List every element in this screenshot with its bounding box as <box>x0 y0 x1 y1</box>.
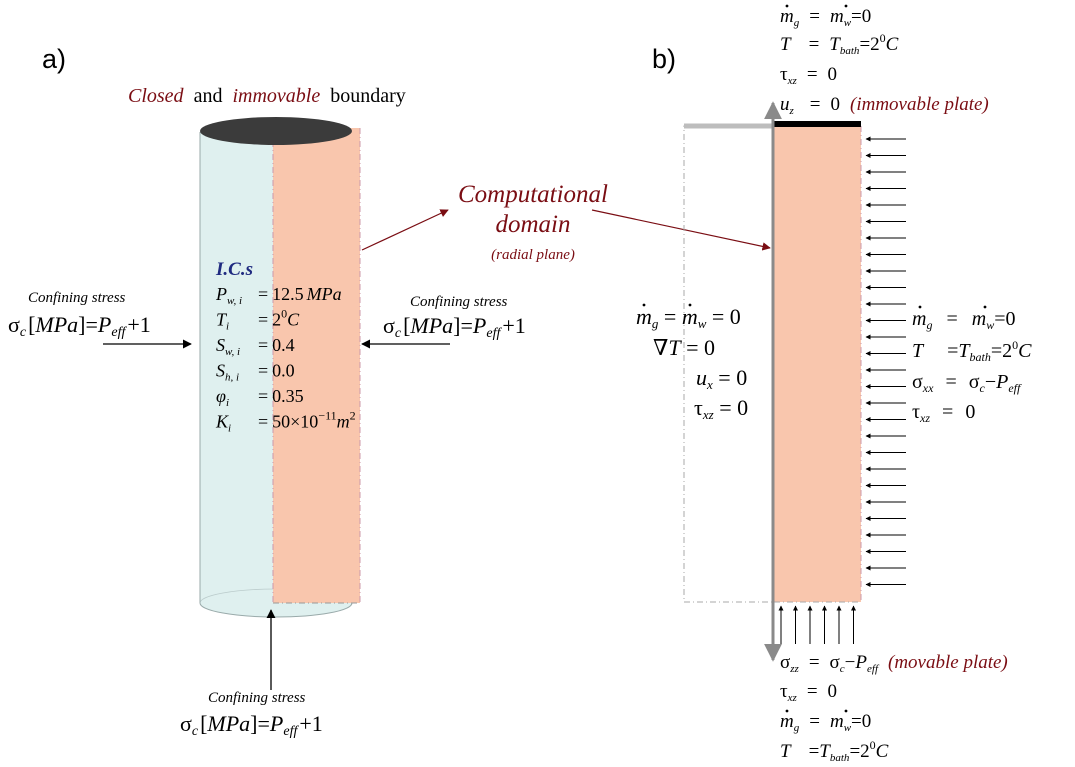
bc-left-mass: mg​ = mw​ = 0 <box>636 304 741 331</box>
computational-domain-title-1: Computational <box>458 181 608 208</box>
immovable-word: immovable <box>232 85 320 107</box>
cylinder-bottom-front <box>199 602 353 618</box>
bc-top: mg​=mw​=0T=Tbath​=20​C τxz​=0 uz​=0(immova… <box>780 4 989 117</box>
panel-a-label: a) <box>42 44 66 74</box>
bc-bottom-temperature: T=Tbath​=20​C <box>780 738 889 764</box>
confining-formula-text: σc​[MPa]=Peff​+1 <box>8 312 151 340</box>
bc-right-mass: mg​=mw​=0 <box>912 308 1015 332</box>
bc-top-mass: mg​=mw​=0 <box>780 6 871 29</box>
cylinder <box>199 117 361 618</box>
time-derivative-dot <box>844 4 848 8</box>
confining-stress-label-right: Confining stress <box>410 294 508 310</box>
ics-item-value: = 0.0 <box>258 361 295 381</box>
immovable-plate <box>774 121 861 127</box>
confining-formula-bottom: σc​[MPa]=Peff​+1 <box>180 711 323 739</box>
ics-item-symbol: Sh, i​ <box>216 361 239 384</box>
radial-plane-note: (radial plane) <box>491 247 575 263</box>
domain-b <box>683 101 862 662</box>
bc-top-displacement: uz​=0(immovable plate) <box>780 94 989 117</box>
computational-domain-title-2: domain <box>496 211 571 238</box>
domain-arrow-right <box>591 209 771 251</box>
bc-bottom: σzz​=σc​−Peff​(movable plate) τxz​=0 mg​=m… <box>780 652 1008 764</box>
ics-item-symbol: φi​ <box>216 386 229 409</box>
ics-item-value: = 12.5 MPa <box>258 284 342 304</box>
bc-bottom-shear: τxz​=0 <box>780 681 837 704</box>
bc-left-shear: τxz​ = 0 <box>694 395 748 422</box>
time-derivative-dot <box>983 305 987 309</box>
confining-stress-label-left: Confining stress <box>28 290 126 306</box>
ics-item-value: =50×10−11​m2​ <box>258 409 356 432</box>
time-derivative-dot <box>785 709 789 713</box>
confining-stress-label-bottom: Confining stress <box>208 690 306 706</box>
ics-item-value: = 0.35 <box>258 386 304 406</box>
computational-domain-slice <box>273 128 360 603</box>
domain-arrow-left <box>361 209 449 251</box>
time-derivative-dot <box>918 305 922 309</box>
bc-bottom-mass: mg​=mw​=0 <box>780 711 871 734</box>
ics-title: I.C.s <box>215 259 253 280</box>
time-derivative-dot <box>688 303 692 307</box>
ics-item-symbol: Sw, i​ <box>216 335 240 358</box>
closed-top-cap <box>200 117 352 145</box>
panel-b-label: b) <box>652 44 676 74</box>
confining-formula-right: σc​[MPa]=Peff​+1 <box>383 313 526 341</box>
ics-item-symbol: Ki​ <box>215 412 231 435</box>
boundary-caption: Closed and immovable boundary <box>128 85 406 107</box>
confining-formula-left: σc​[MPa]=Peff​+1 <box>8 312 151 340</box>
ics-item-symbol: Ti​ <box>216 310 229 333</box>
bottom-load-arrows <box>778 605 856 644</box>
side-load-arrows <box>865 136 906 587</box>
movable-plate-label: (movable plate) <box>888 652 1008 673</box>
time-derivative-dot <box>642 303 646 307</box>
immovable-plate-label: (immovable plate) <box>850 94 989 115</box>
bc-top-temperature: T=Tbath​=20​C <box>780 31 899 57</box>
time-derivative-dot <box>785 4 789 8</box>
bc-left: mg​ = mw​ = 0 ∇T = 0 ux​ = 0 τxz​ = 0 <box>636 303 748 422</box>
ics-item-symbol: Pw, i​ <box>215 284 242 307</box>
bc-bottom-normal-stress: σzz​=σc​−Peff​(movable plate) <box>780 652 1008 675</box>
ics-item-value: =20​C <box>258 307 300 330</box>
confining-formula-text: σc​[MPa]=Peff​+1 <box>180 711 323 739</box>
bc-right-temperature: T=Tbath​=20​C <box>912 338 1032 364</box>
time-derivative-dot <box>844 709 848 713</box>
bc-left-temperature-gradient: ∇T = 0 <box>653 335 715 360</box>
bc-top-shear: τxz​=0 <box>780 64 837 87</box>
domain-b-fill <box>774 126 861 602</box>
confining-formula-text: σc​[MPa]=Peff​+1 <box>383 313 526 341</box>
bc-right-normal-stress: σxx​=σc​−Peff​ <box>912 371 1022 395</box>
bc-right: mg​=mw​=0 T=Tbath​=20​C σxx​=σc​−Peff​ τxz​… <box>912 305 1032 425</box>
bc-left-displacement: ux​ = 0 <box>696 365 747 392</box>
bc-right-shear: τxz​=0 <box>912 401 975 425</box>
closed-word: Closed <box>128 85 185 107</box>
domain-b-mirror <box>683 125 775 603</box>
ics-item-value: = 0.4 <box>258 335 295 355</box>
